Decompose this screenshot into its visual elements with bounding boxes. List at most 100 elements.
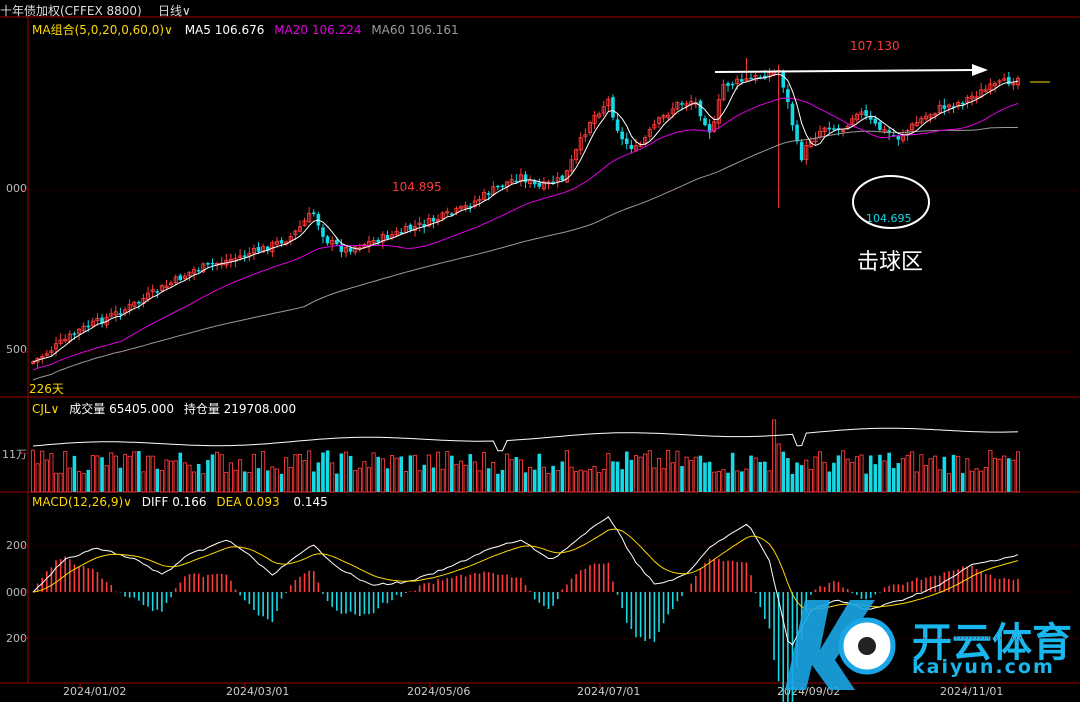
macd-title[interactable]: MACD(12,26,9) — [32, 495, 124, 509]
volume-bar — [790, 473, 795, 492]
volume-bar — [551, 465, 555, 492]
candle-body — [40, 355, 45, 359]
volume-bar — [238, 459, 243, 493]
candle-body — [353, 246, 358, 253]
candle-body — [486, 193, 491, 195]
volume-bar — [247, 472, 252, 493]
candle-body — [933, 113, 938, 116]
volume-bar — [523, 472, 528, 492]
candle-body — [564, 170, 569, 183]
volume-bar — [284, 457, 289, 493]
candle-body — [850, 118, 855, 125]
volume-bar — [606, 453, 611, 493]
x-date: 2024/05/06 — [407, 685, 471, 698]
volume-bar — [560, 461, 565, 492]
volume-bar — [804, 459, 809, 493]
candle-body — [730, 83, 735, 86]
volume-bar — [72, 455, 77, 492]
volume-bar — [463, 464, 468, 493]
volume-bar — [693, 456, 698, 493]
volume-bar — [721, 469, 726, 493]
cjl-title[interactable]: CJL — [32, 402, 51, 416]
volume-bar — [965, 458, 970, 493]
candle-body — [942, 105, 947, 109]
candle-body — [597, 113, 602, 118]
logo-ring — [838, 617, 896, 675]
ma-title[interactable]: MA组合(5,0,20,0,60,0) — [32, 23, 165, 37]
volume-bar — [887, 452, 891, 492]
volume-bar — [946, 473, 952, 493]
candle-body — [297, 226, 303, 232]
volume-label: 成交量 — [69, 402, 106, 416]
candle-body — [348, 248, 353, 252]
period-selector[interactable]: 日线∨ — [158, 4, 191, 18]
volume-bar — [753, 457, 758, 493]
candle-body — [155, 291, 160, 293]
volume-bar — [716, 470, 721, 493]
candle-body — [380, 233, 385, 243]
volume-bar — [86, 469, 91, 492]
candle-body — [703, 118, 707, 126]
volume-bar — [956, 455, 961, 493]
candle-body — [321, 227, 325, 237]
volume-bar — [132, 451, 137, 493]
candle-body — [633, 145, 639, 151]
volume-bar — [749, 455, 753, 492]
candle-body — [583, 134, 588, 138]
volume-bar — [137, 451, 141, 492]
x-date: 2024/11/01 — [940, 685, 1004, 698]
volume-bar — [979, 470, 984, 493]
candle-body — [261, 246, 266, 253]
volume-bar — [251, 453, 256, 493]
volume-bar — [49, 453, 54, 493]
candle-body — [882, 128, 887, 133]
chevron-down-icon: ∨ — [50, 402, 60, 416]
volume-bar — [224, 471, 229, 493]
volume-bar — [81, 473, 86, 493]
chevron-down-icon: ∨ — [182, 4, 191, 18]
volume-bar — [988, 449, 993, 493]
volume-bar — [219, 454, 224, 493]
candle-body — [417, 222, 422, 226]
volume-bar — [859, 454, 864, 493]
volume-bar — [435, 451, 441, 493]
candle-body — [937, 104, 942, 114]
candle-body — [974, 96, 979, 99]
candle-body — [302, 220, 307, 227]
candle-body — [210, 262, 215, 265]
volume-bar — [261, 450, 266, 493]
candle-body — [721, 84, 726, 101]
candle-body — [339, 244, 344, 252]
volume-bar — [288, 466, 293, 493]
diff-value: 0.166 — [172, 495, 207, 509]
watermark-en: kaiyun.com — [912, 656, 1055, 678]
volume-bar — [210, 454, 215, 492]
candle-body — [799, 141, 804, 161]
candle-body — [422, 224, 427, 227]
candle-body — [822, 127, 827, 133]
resistance-arrow-line — [714, 69, 976, 73]
volume-bar — [914, 471, 919, 493]
candle-body — [86, 325, 91, 328]
volume-bar — [997, 458, 1002, 493]
volume-bar — [311, 471, 316, 492]
candle-body — [505, 181, 510, 188]
high-label: 107.130 — [850, 39, 900, 53]
volume-bar — [601, 469, 606, 493]
candle-body — [242, 255, 247, 257]
volume-bar — [698, 455, 703, 492]
volume-bar — [656, 457, 662, 493]
candle-body — [90, 320, 95, 327]
volume-bar — [652, 467, 657, 493]
volume-bar — [905, 454, 910, 493]
candle-body — [854, 113, 859, 121]
candle-body — [532, 180, 537, 185]
volume-bar — [758, 462, 763, 492]
volume-bar — [500, 469, 505, 492]
diff-label: DIFF — [141, 495, 169, 509]
volume-bar — [366, 467, 372, 493]
candle-body — [666, 114, 671, 118]
volume-bar — [675, 450, 680, 493]
volume-bar — [399, 456, 404, 492]
